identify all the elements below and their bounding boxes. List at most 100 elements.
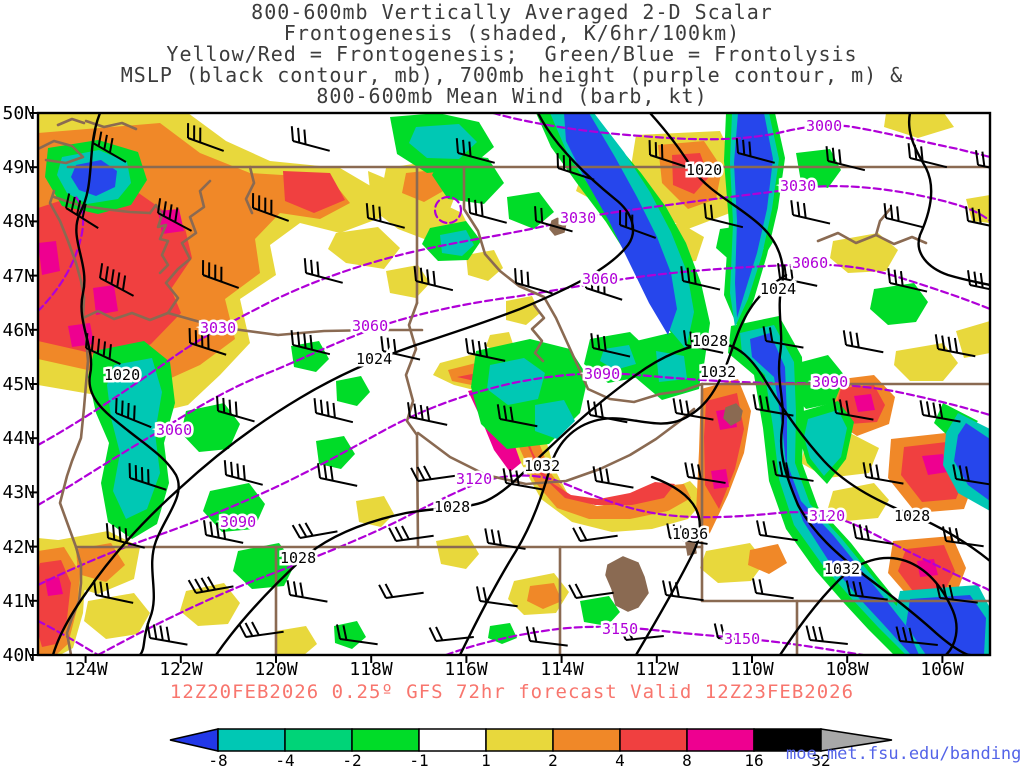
colorbar-segment: [619, 728, 688, 752]
wind-barb: [203, 520, 244, 544]
great-salt-lake: [605, 556, 649, 612]
wind-barb: [772, 460, 814, 482]
wind-barb: [883, 203, 924, 229]
mslp-label: 1024: [356, 350, 392, 368]
wind-barb: [735, 138, 775, 164]
contour-labels: 1020 1024 1020 1024 1028 1028 1032 1028 …: [102, 115, 933, 651]
colorbar-segment: [284, 728, 353, 752]
wind-barb: [592, 466, 634, 489]
mslp-label: 1028: [692, 332, 728, 350]
wind-barb: [378, 583, 424, 599]
wind-barb: [388, 525, 434, 542]
colorbar-value: -1: [409, 751, 429, 768]
title-line-3: Yellow/Red = Frontogenesis; Green/Blue =…: [166, 42, 858, 66]
height-label: 3030: [560, 209, 596, 227]
wind-barb: [756, 520, 798, 542]
wind-barb: [428, 626, 474, 642]
colorbar: [169, 728, 893, 752]
wind-barb: [934, 334, 976, 358]
colorbar-segment: [686, 728, 755, 752]
wind-barb: [907, 143, 948, 169]
colorbar-value: 1: [481, 751, 491, 768]
colorbar-segment: [351, 728, 420, 752]
chart-title: 800-600mb Vertically Averaged 2-D Scalar…: [0, 2, 1024, 107]
colorbar-left-arrow: [169, 728, 219, 752]
wind-barb: [845, 580, 888, 601]
lon-label-116w: 116W: [444, 659, 488, 680]
lon-label-112w: 112W: [635, 659, 679, 680]
height-label: 3030: [780, 177, 816, 195]
wind-barb: [99, 263, 135, 297]
mslp-label: 1028: [894, 507, 930, 525]
wind-barb: [484, 528, 526, 550]
wind-barb: [303, 258, 343, 284]
wind-barb: [862, 462, 904, 485]
wind-barb: [672, 398, 714, 421]
height-label: 3060: [582, 270, 618, 288]
colorbar-segment: [552, 728, 621, 752]
flathead-lake: [549, 216, 567, 236]
wind-barb: [586, 400, 628, 424]
mslp-label: 1028: [280, 549, 316, 567]
height-label: 3120: [456, 470, 492, 488]
mslp-label: 1032: [524, 457, 560, 475]
wind-barb: [703, 203, 744, 229]
colorbar-value: -4: [275, 751, 295, 768]
wind-barb: [790, 200, 831, 225]
wind-barb: [752, 394, 794, 417]
mslp-label: 1028: [434, 498, 470, 516]
colorbar-value: -8: [208, 751, 228, 768]
wind-barb: [65, 193, 99, 229]
wind-barb: [223, 460, 263, 486]
wind-barb: [410, 465, 456, 482]
wind-barb: [952, 464, 990, 486]
wind-barb: [895, 626, 938, 646]
height-label: 3060: [156, 421, 192, 439]
colorbar-segment: [418, 728, 487, 752]
wind-barb: [380, 336, 421, 361]
colorbar-value: 4: [615, 751, 625, 768]
map-canvas: 1020 1024 1020 1024 1028 1028 1032 1028 …: [30, 111, 992, 663]
title-line-2: Frontogenesis (shaded, K/6hr/100km): [283, 21, 741, 45]
wind-barb: [216, 396, 255, 423]
colorbar-value: 16: [744, 751, 764, 768]
mslp-label: 1032: [824, 560, 860, 578]
title-line-5: 800-600mb Mean Wind (barb, kt): [316, 84, 708, 108]
yellowstone-lake: [723, 403, 743, 426]
lat-label-47n: 47N: [2, 266, 35, 287]
mslp-label: 1020: [104, 366, 140, 384]
lat-label-41n: 41N: [2, 591, 35, 612]
lat-label-43n: 43N: [2, 482, 35, 503]
wind-barb: [92, 128, 127, 163]
wind-barb: [919, 400, 961, 423]
wind-barb: [805, 625, 848, 645]
forecast-valid-text: 12Z20FEB2026 0.25º GFS 72hr forecast Val…: [169, 681, 855, 703]
wind-barb: [290, 126, 330, 152]
wind-barb: [476, 586, 518, 608]
wind-barb: [666, 523, 708, 545]
wind-barb: [496, 404, 538, 428]
lon-label-120w: 120W: [254, 659, 298, 680]
wind-barb: [556, 153, 595, 181]
banding-site-link[interactable]: moe.met.fsu.edu/banding: [786, 744, 1022, 764]
height-label: 3120: [809, 507, 845, 525]
wind-barb: [115, 398, 152, 429]
wind-barb: [935, 583, 978, 604]
lat-label-49n: 49N: [2, 157, 35, 178]
wind-barb: [852, 523, 894, 545]
height-label: 3030: [200, 319, 236, 337]
wind-barb: [85, 333, 121, 365]
wind-barb: [128, 463, 167, 491]
colorbar-segment: [217, 728, 286, 752]
lon-label-114w: 114W: [540, 659, 584, 680]
wind-barb: [157, 198, 193, 232]
wind-barb: [238, 621, 284, 638]
wind-barb: [618, 625, 664, 641]
wind-barb: [832, 398, 874, 421]
title-line-4: MSLP (black contour, mb), 700mb height (…: [120, 63, 904, 87]
mslp-contours: [51, 113, 990, 655]
wind-barb: [525, 626, 568, 647]
mslp-label: 1024: [760, 280, 796, 298]
height-label: 3060: [352, 317, 388, 335]
